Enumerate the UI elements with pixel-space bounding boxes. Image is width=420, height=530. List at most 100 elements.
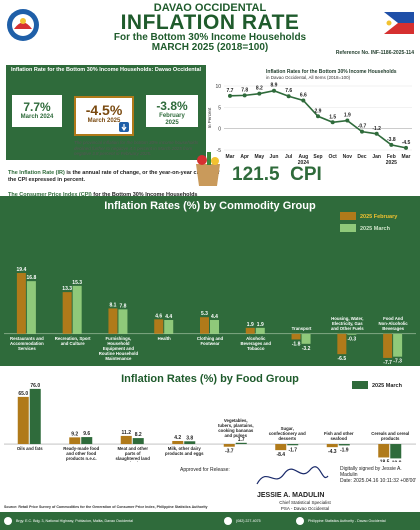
bar-category-label: slaughtered land <box>116 456 151 461</box>
bar <box>337 333 347 355</box>
card-label: March 2025 <box>87 118 121 124</box>
bar-category-label: Equipment and <box>103 346 134 351</box>
approver-name: JESSIE A. MADULIN <box>257 492 325 499</box>
bar-value-label: -19.8 <box>390 460 402 462</box>
bar-value-label: -6.5 <box>338 356 347 362</box>
line-x-tick: Jan <box>372 154 381 160</box>
line-point <box>389 142 394 147</box>
line-x-tick: Jun <box>270 154 279 160</box>
bar <box>172 440 184 445</box>
ir-term: The Inflation Rate (IR) <box>8 170 65 176</box>
page-subtitle: For the Bottom 30% Income Households <box>113 32 307 43</box>
cpi-value-block: 121.5 CPI <box>232 164 322 186</box>
philippine-flag-icon <box>384 12 414 34</box>
footer-phone[interactable]: (082) 227-4075 <box>236 519 261 523</box>
page-title: INFLATION RATE <box>120 11 300 34</box>
line-y-tick: -5 <box>217 148 222 154</box>
bar <box>72 285 82 334</box>
inflation-trend-line-chart: Inflation Rates for the Bottom 30% Incom… <box>207 69 412 166</box>
footer-web[interactable]: Philippine Statistics Authority - Davao … <box>308 519 386 523</box>
bar-value-label: 8.2 <box>135 432 142 438</box>
card-february-2025: -3.8% February 2025 <box>144 93 200 129</box>
card-label: February 2025 <box>159 113 185 126</box>
bar <box>81 437 93 445</box>
bar <box>326 444 338 448</box>
line-point <box>301 98 306 103</box>
bar <box>287 444 299 446</box>
approver-role-title: Chief Statistical Specialist <box>279 500 331 505</box>
line-data-label: 8.9 <box>271 83 278 89</box>
line-point <box>286 94 291 99</box>
bar-value-label: 76.0 <box>30 383 40 389</box>
bar <box>383 333 393 358</box>
bar <box>108 308 118 334</box>
bar-category-label: Accommodation <box>10 341 44 346</box>
bar-category-label: Recreation, Sport <box>55 336 91 341</box>
bar-category-label: products n.e.c. <box>66 456 97 461</box>
line-data-label: 2.9 <box>315 108 322 114</box>
bar-value-label: 19.4 <box>17 267 27 273</box>
bar-value-label: 8.1 <box>109 302 116 308</box>
line-y-tick: 5 <box>218 105 221 111</box>
line-x-tick: Feb <box>387 154 396 160</box>
line-point <box>374 131 379 136</box>
bar <box>200 317 209 334</box>
card-value: 7.7% <box>23 100 51 114</box>
bar-value-label: -1.7 <box>288 447 297 453</box>
bar-category-label: Ready-made food <box>63 446 99 451</box>
line-point <box>360 129 364 134</box>
line-point <box>330 120 335 125</box>
line-data-label: 6.6 <box>300 93 307 99</box>
bar-value-label: 16.8 <box>27 275 37 281</box>
approver-role-office: PSA - Davao Occidental <box>280 506 330 511</box>
bar <box>164 320 174 334</box>
bar-category-label: and Other Fuels <box>331 326 364 331</box>
line-year-label: 2024 <box>298 160 309 166</box>
bar-category-label: Vegetables, <box>224 418 248 423</box>
food-chart-title: Inflation Rates (%) by Food Group <box>121 373 299 385</box>
line-point <box>345 118 350 123</box>
bar-category-label: products <box>381 436 400 441</box>
line-x-tick: Oct <box>328 154 337 160</box>
bar-category-label: confectionery and <box>269 431 306 436</box>
bar-category-label: Electricity, Gas <box>332 321 363 326</box>
line-point <box>242 93 247 98</box>
line-point <box>272 88 276 93</box>
bar-category-label: Food And <box>383 316 403 321</box>
bar-value-label: 1.9 <box>257 322 264 328</box>
ir-definition: The Inflation Rate (IR) is the annual ra… <box>8 170 220 183</box>
bar <box>390 444 402 459</box>
bar-value-label: 3.8 <box>186 435 193 441</box>
bar <box>16 273 26 334</box>
bar-category-label: seafood <box>331 436 348 441</box>
bar <box>29 388 41 445</box>
line-year-label: 2025 <box>386 160 397 166</box>
bar <box>291 333 301 340</box>
bar-value-label: 13.3 <box>62 286 72 292</box>
bar-category-label: Transport <box>292 326 312 331</box>
bar-value-label: 4.4 <box>211 314 218 320</box>
bar-category-label: desserts <box>278 436 296 441</box>
bar <box>210 320 219 334</box>
bar-category-label: parts of <box>125 451 141 456</box>
line-x-tick: Aug <box>298 154 308 160</box>
reference-number: Reference No. INF-1186-2025-114 <box>335 50 414 56</box>
bar <box>154 319 164 334</box>
footer-address: Brgy. E.C. Bdg. 3, National Highway, Pob… <box>16 519 133 523</box>
bar <box>393 333 403 357</box>
line-data-label: 8.2 <box>256 86 263 92</box>
line-y-tick: 10 <box>215 84 221 90</box>
bar-value-label: -3.2 <box>302 346 311 352</box>
legend-swatch <box>340 212 356 220</box>
bar-category-label: Health <box>158 336 172 341</box>
bar-category-label: Footwear <box>200 341 219 346</box>
bar <box>62 292 72 334</box>
line-x-tick: May <box>254 154 264 160</box>
line-y-tick: 0 <box>218 127 221 133</box>
bar-category-label: Routine Household <box>99 351 139 356</box>
bar-value-label: -8.4 <box>276 452 285 458</box>
bar <box>347 333 357 335</box>
food-bar-chart: 65.076.0 Oils and fats 9.2 9.6 Ready-made fo… <box>4 381 416 462</box>
line-x-tick: Nov <box>343 154 353 160</box>
page-period: MARCH 2025 (2018=100) <box>151 42 269 53</box>
